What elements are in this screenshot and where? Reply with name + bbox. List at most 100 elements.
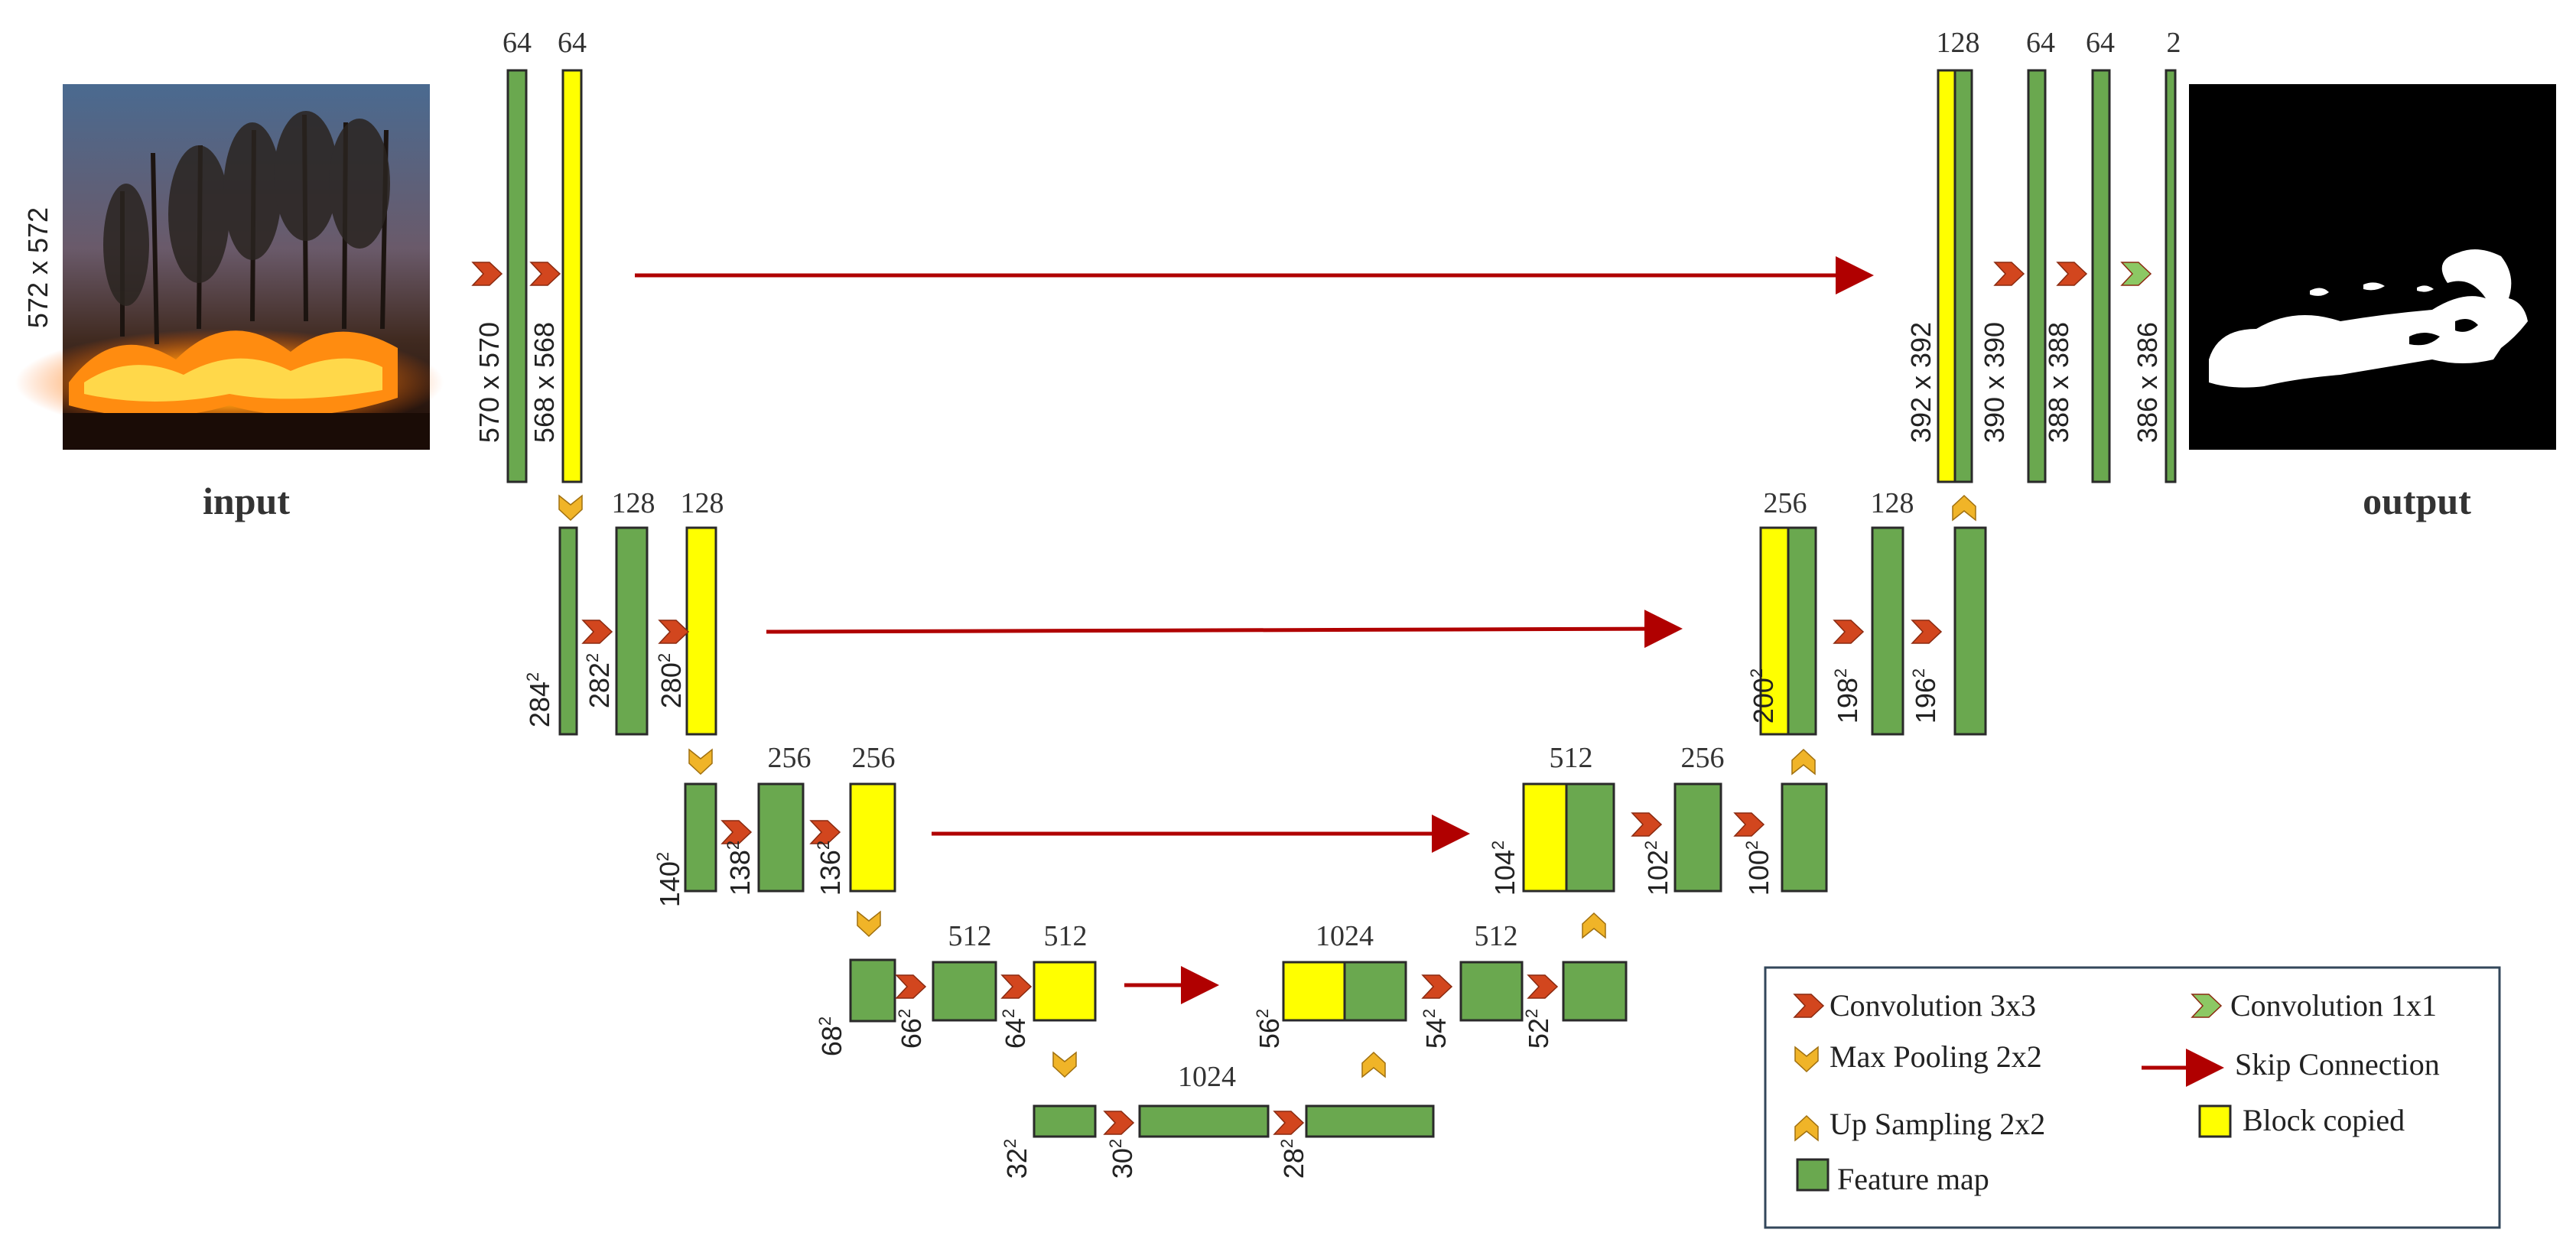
legend-skip-label: Skip Connection xyxy=(2235,1047,2440,1081)
size-label: 562 xyxy=(1253,1009,1285,1049)
conv3x3-icon xyxy=(1911,620,1943,644)
conv3x3-icon xyxy=(1273,1111,1305,1135)
channel-label: 256 xyxy=(768,742,812,774)
legend-copied-label: Block copied xyxy=(2243,1103,2405,1137)
size-label: 1002 xyxy=(1742,841,1774,896)
channel-label: 64 xyxy=(2086,27,2115,59)
size-label: 662 xyxy=(895,1009,927,1049)
input-caption: input xyxy=(203,480,290,522)
legend-feature-label: Feature map xyxy=(1837,1162,1989,1196)
channel-label: 64 xyxy=(503,27,532,59)
legend-conv1x1-icon xyxy=(2191,994,2223,1018)
channel-label: 256 xyxy=(852,742,896,774)
feature-map-block xyxy=(849,958,896,1023)
channel-label: 1024 xyxy=(1316,920,1374,952)
copied-block xyxy=(849,782,896,893)
size-label: 386 x 386 xyxy=(2132,322,2163,443)
feature-map-block xyxy=(1953,69,1973,483)
conv3x3-icon xyxy=(1527,974,1559,999)
size-label: 2822 xyxy=(583,653,615,708)
feature-map-block xyxy=(1562,961,1628,1022)
feature-map-block xyxy=(506,69,528,483)
feature-map-block xyxy=(1138,1104,1270,1138)
output-image xyxy=(2189,84,2556,450)
channel-label: 128 xyxy=(1871,487,1914,519)
skip-connections xyxy=(635,256,1874,1004)
feature-map-block xyxy=(1033,1104,1097,1138)
conv3x3-icon xyxy=(1631,812,1663,837)
channel-label: 2 xyxy=(2167,27,2181,59)
copied-block xyxy=(1033,961,1097,1022)
channel-label: 128 xyxy=(681,487,724,519)
channel-label: 512 xyxy=(1550,742,1593,774)
feature-map-block xyxy=(1781,782,1828,893)
channel-label: 512 xyxy=(948,920,992,952)
conv3x3-icon xyxy=(1733,812,1765,837)
size-label: 282 xyxy=(1277,1139,1309,1179)
copied-block xyxy=(1282,961,1346,1022)
copied-block xyxy=(685,526,717,736)
feature-map-block xyxy=(615,526,649,736)
size-label: 642 xyxy=(999,1009,1031,1049)
feature-map-block xyxy=(1565,782,1615,893)
skip-connection-arrow xyxy=(766,610,1683,649)
feature-map-block xyxy=(1305,1104,1435,1138)
output-caption: output xyxy=(2363,480,2471,522)
max-pooling-icon xyxy=(688,748,713,776)
channel-labels: 64 64 128 128 256 256 512 512 1024 1024 … xyxy=(503,27,2181,1093)
size-label: 1962 xyxy=(1909,668,1941,724)
legend-box xyxy=(1764,966,2501,1229)
copied-block xyxy=(1522,782,1568,893)
size-label: 682 xyxy=(815,1016,847,1056)
up-sampling-icon xyxy=(1361,1051,1386,1078)
size-labels: 570 x 570 568 x 568 2842 2822 2802 1402 … xyxy=(473,322,2163,1179)
size-label: 1982 xyxy=(1831,668,1863,724)
feature-map-block xyxy=(2027,69,2047,483)
size-label: 390 x 390 xyxy=(1979,322,2010,443)
size-label: 392 x 392 xyxy=(1905,322,1937,443)
channel-label: 512 xyxy=(1044,920,1088,952)
conv3x3-icon xyxy=(2056,262,2088,286)
channel-label: 128 xyxy=(612,487,655,519)
conv3x3-icon xyxy=(809,820,841,844)
conv3x3-icon xyxy=(1000,974,1033,999)
size-label: 522 xyxy=(1522,1009,1554,1049)
copied-block xyxy=(561,69,583,483)
max-pooling-icon xyxy=(1052,1051,1077,1078)
input-size-label: 572 x 572 xyxy=(22,207,54,328)
conv1x1-icon xyxy=(2120,262,2152,286)
legend-conv1-label: Convolution 1x1 xyxy=(2230,988,2437,1023)
feature-map-block xyxy=(1787,526,1817,736)
size-label: 388 x 388 xyxy=(2043,322,2074,443)
operation-icons xyxy=(471,262,2152,1135)
size-label: 570 x 570 xyxy=(473,322,505,443)
feature-map-block xyxy=(1459,961,1524,1022)
size-label: 568 x 568 xyxy=(529,322,560,443)
copied-block xyxy=(1937,69,1956,483)
input-image xyxy=(15,84,444,450)
channel-label: 64 xyxy=(2026,27,2055,59)
size-label: 1362 xyxy=(814,841,846,896)
conv3x3-icon xyxy=(581,620,613,644)
feature-map-block xyxy=(757,782,805,893)
size-label: 2002 xyxy=(1747,668,1779,724)
conv3x3-icon xyxy=(1993,262,2025,286)
size-label: 1402 xyxy=(653,852,685,907)
size-label: 1022 xyxy=(1641,841,1673,896)
conv3x3-icon xyxy=(1421,974,1453,999)
up-sampling-icon xyxy=(1582,912,1606,939)
up-sampling-icon xyxy=(1952,494,1976,522)
size-label: 2802 xyxy=(655,653,687,708)
feature-map-block xyxy=(1953,526,1987,736)
conv3x3-icon xyxy=(1833,620,1865,644)
channel-label: 256 xyxy=(1764,487,1807,519)
channel-label: 512 xyxy=(1475,920,1518,952)
conv3x3-icon xyxy=(895,974,927,999)
legend-feature-swatch xyxy=(1796,1158,1830,1192)
feature-map-block xyxy=(684,782,717,893)
channel-label: 256 xyxy=(1681,742,1725,774)
max-pooling-icon xyxy=(558,494,583,522)
size-label: 322 xyxy=(1000,1139,1033,1179)
channel-label: 1024 xyxy=(1178,1061,1236,1093)
legend-copied-swatch xyxy=(2198,1104,2232,1138)
